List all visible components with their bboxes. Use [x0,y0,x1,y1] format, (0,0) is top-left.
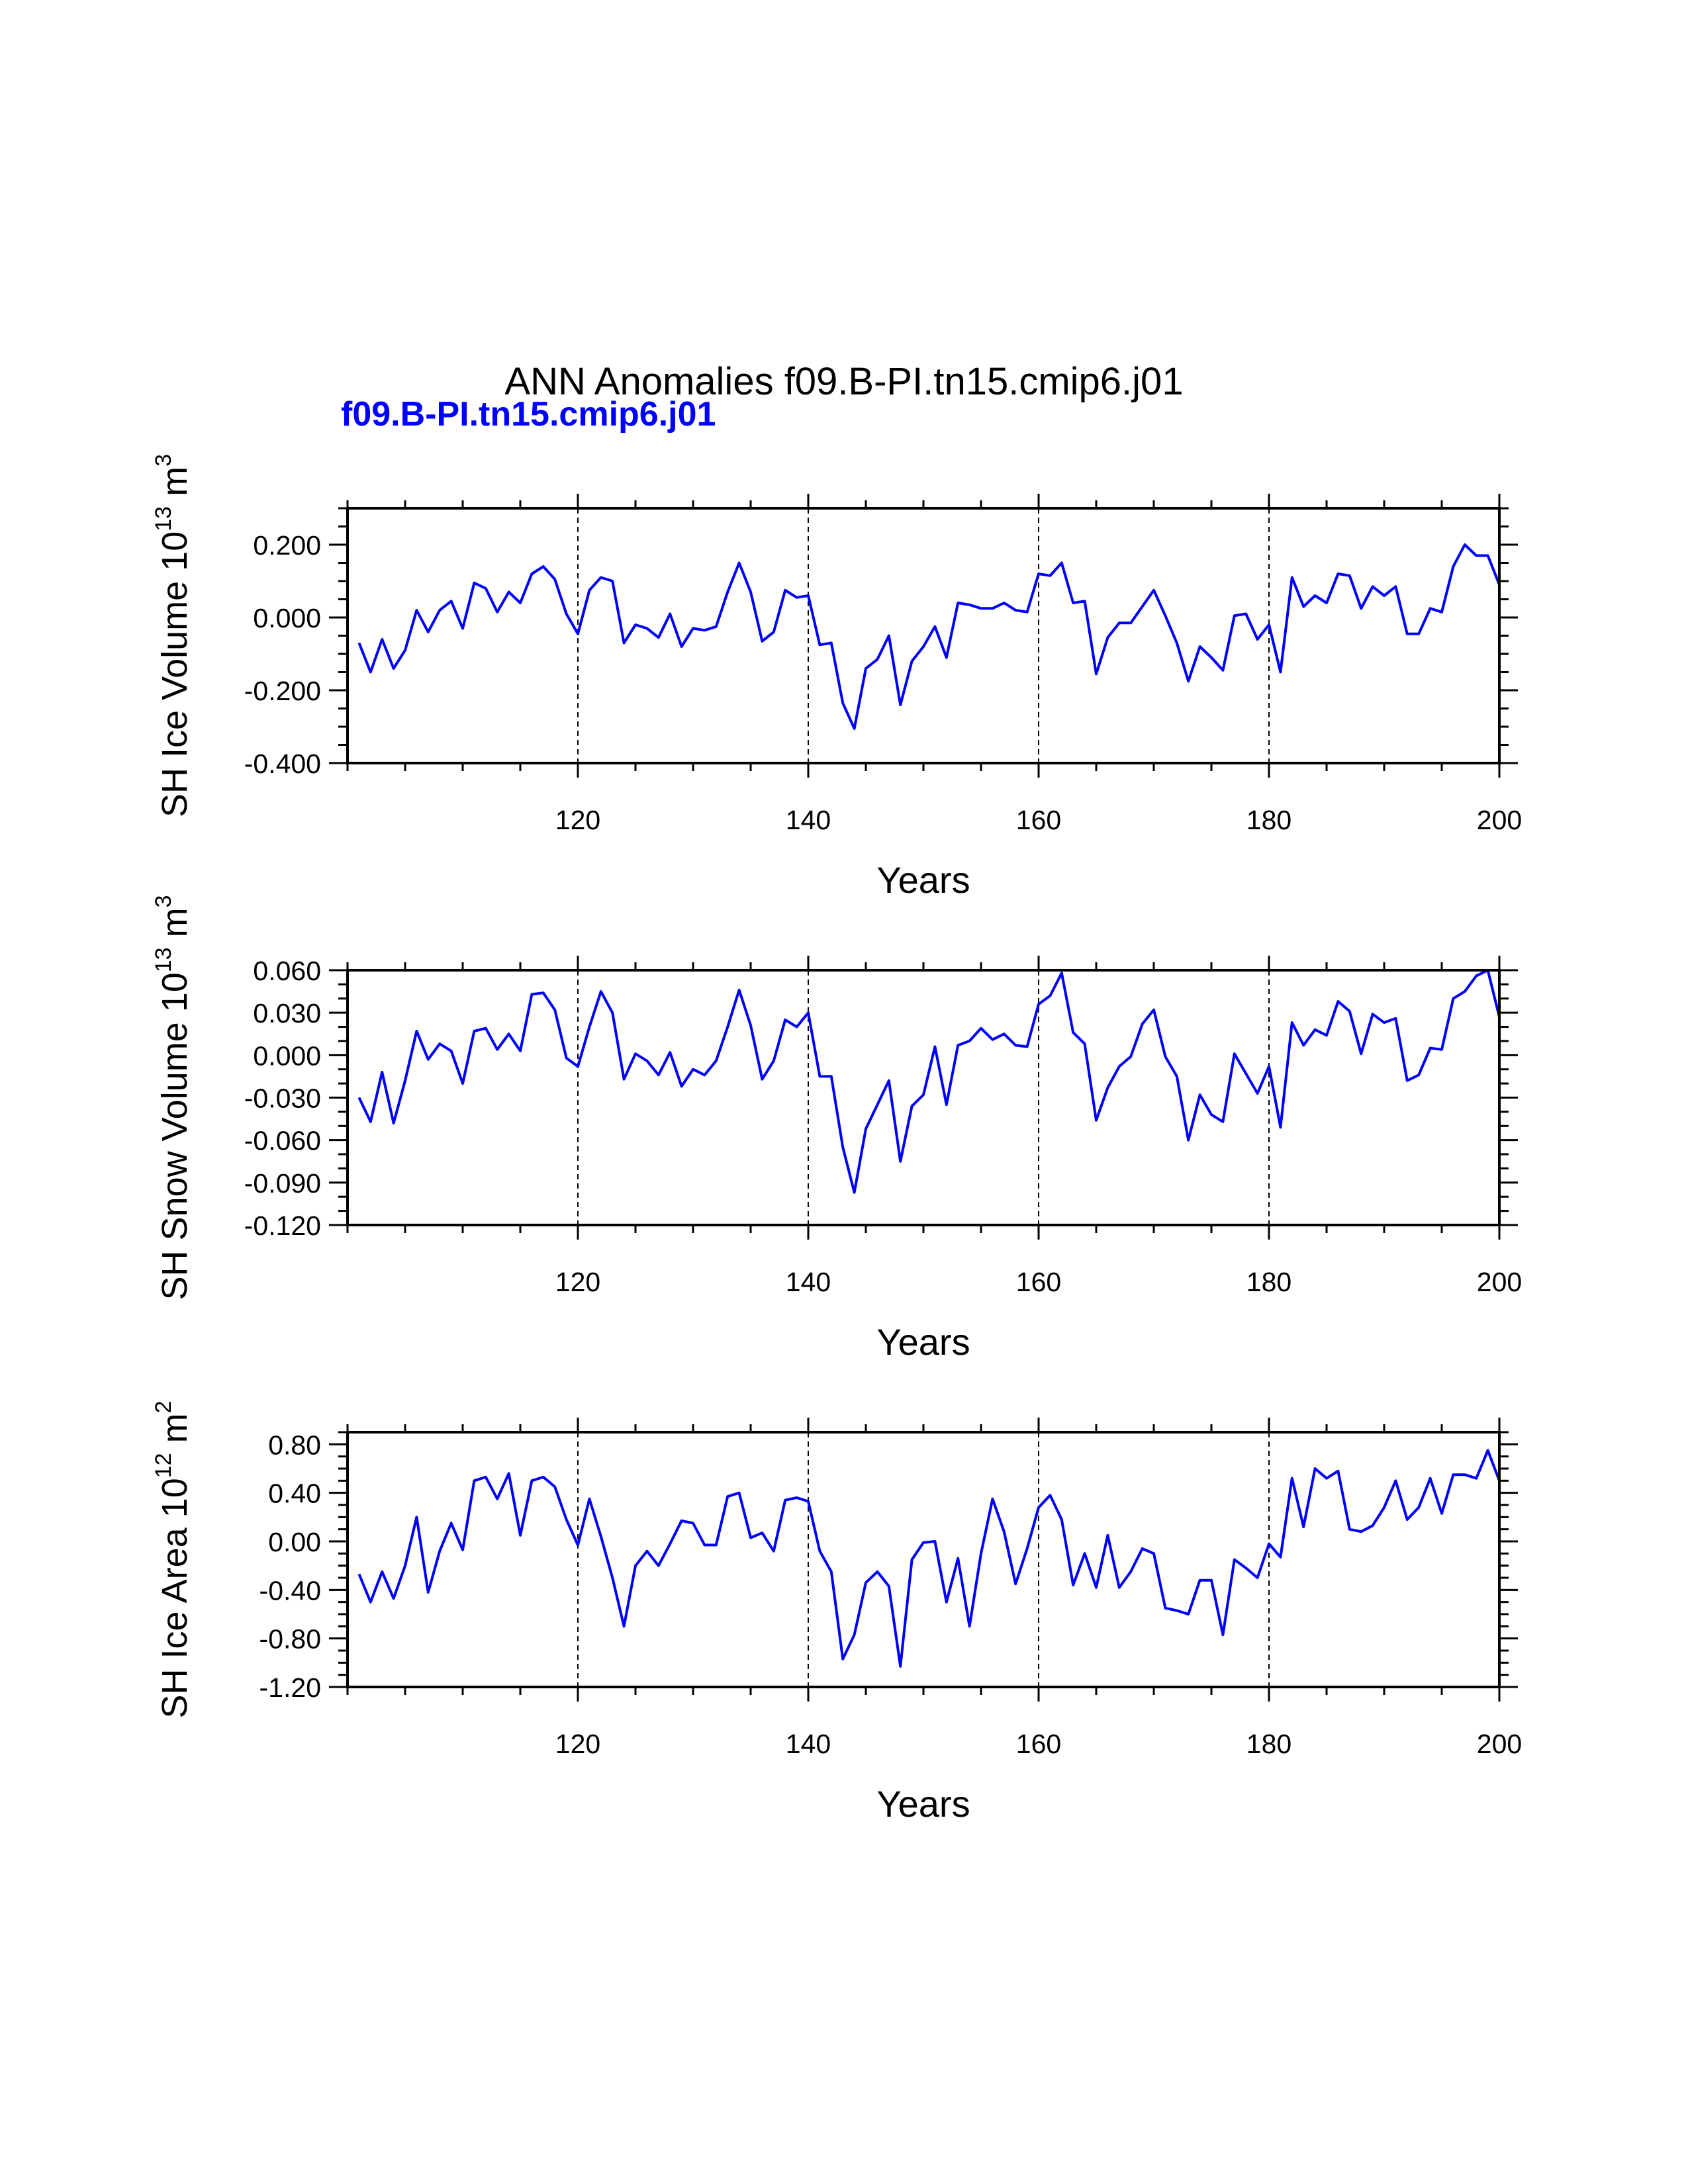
y-axis-label: SH Snow Volume 1013 m3 [151,895,195,1300]
x-tick-label: 180 [1246,1729,1291,1759]
y-tick-label: -0.120 [244,1210,321,1241]
x-tick-label: 120 [555,1729,600,1759]
x-tick-label: 120 [555,1267,600,1297]
panel-2: -0.120 -0.090 -0.060 -0.030 0.000 0.030 0.060 1… [151,895,1522,1363]
y-tick-label: -1.20 [259,1672,321,1703]
y-tick-label: 0.030 [253,998,321,1028]
y-tick-label: 0.060 [253,956,321,986]
y-tick-label: -0.400 [244,749,321,779]
y-axis-label: SH Ice Volume 1013 m3 [151,454,195,817]
series-label: f09.B-PI.tn15.cmip6.j01 [341,395,716,433]
x-tick-label: 120 [555,805,600,835]
plot-frame [346,969,1501,1226]
y-axis-label: SH Ice Area 1012 m2 [151,1401,195,1719]
panel-1: -0.400 -0.200 0.000 0.200 120 140 160 180 200 Yea… [151,454,1522,901]
y-tick-label: -0.200 [244,676,321,706]
x-tick-label: 200 [1477,1729,1522,1759]
x-tick-label: 180 [1246,1267,1291,1297]
x-tick-label: 160 [1016,1729,1061,1759]
y-tick-label: -0.090 [244,1168,321,1199]
x-axis-label: Years [876,859,970,901]
series-line [357,1449,1501,1668]
panel-3: -1.20 -0.80 -0.40 0.00 0.40 0.80 120 140 160 180 2… [151,1401,1522,1825]
y-tick-label: 0.00 [268,1527,321,1557]
x-tick-label: 140 [786,805,831,835]
plot-frame [346,507,1501,764]
y-tick-label: -0.40 [259,1575,321,1606]
x-tick-label: 200 [1477,1267,1522,1297]
x-tick-label: 160 [1016,805,1061,835]
x-tick-label: 180 [1246,805,1291,835]
x-tick-label: 140 [786,1729,831,1759]
y-tick-label: -0.060 [244,1126,321,1156]
y-tick-label: -0.80 [259,1624,321,1655]
y-tick-label: 0.40 [268,1479,321,1509]
y-tick-label: 0.80 [268,1430,321,1460]
x-axis-label: Years [876,1783,970,1825]
plot-frame [346,1431,1501,1688]
series-line [357,543,1501,730]
x-tick-label: 140 [786,1267,831,1297]
x-tick-label: 200 [1477,805,1522,835]
series-line [357,969,1501,1194]
y-tick-label: 0.000 [253,603,321,633]
y-tick-label: 0.000 [253,1040,321,1071]
y-tick-label: -0.030 [244,1083,321,1114]
figure-title: ANN Anomalies f09.B-PI.tn15.cmip6.j01 [504,360,1184,403]
x-axis-label: Years [876,1321,970,1363]
x-tick-label: 160 [1016,1267,1061,1297]
y-tick-label: 0.200 [253,530,321,561]
